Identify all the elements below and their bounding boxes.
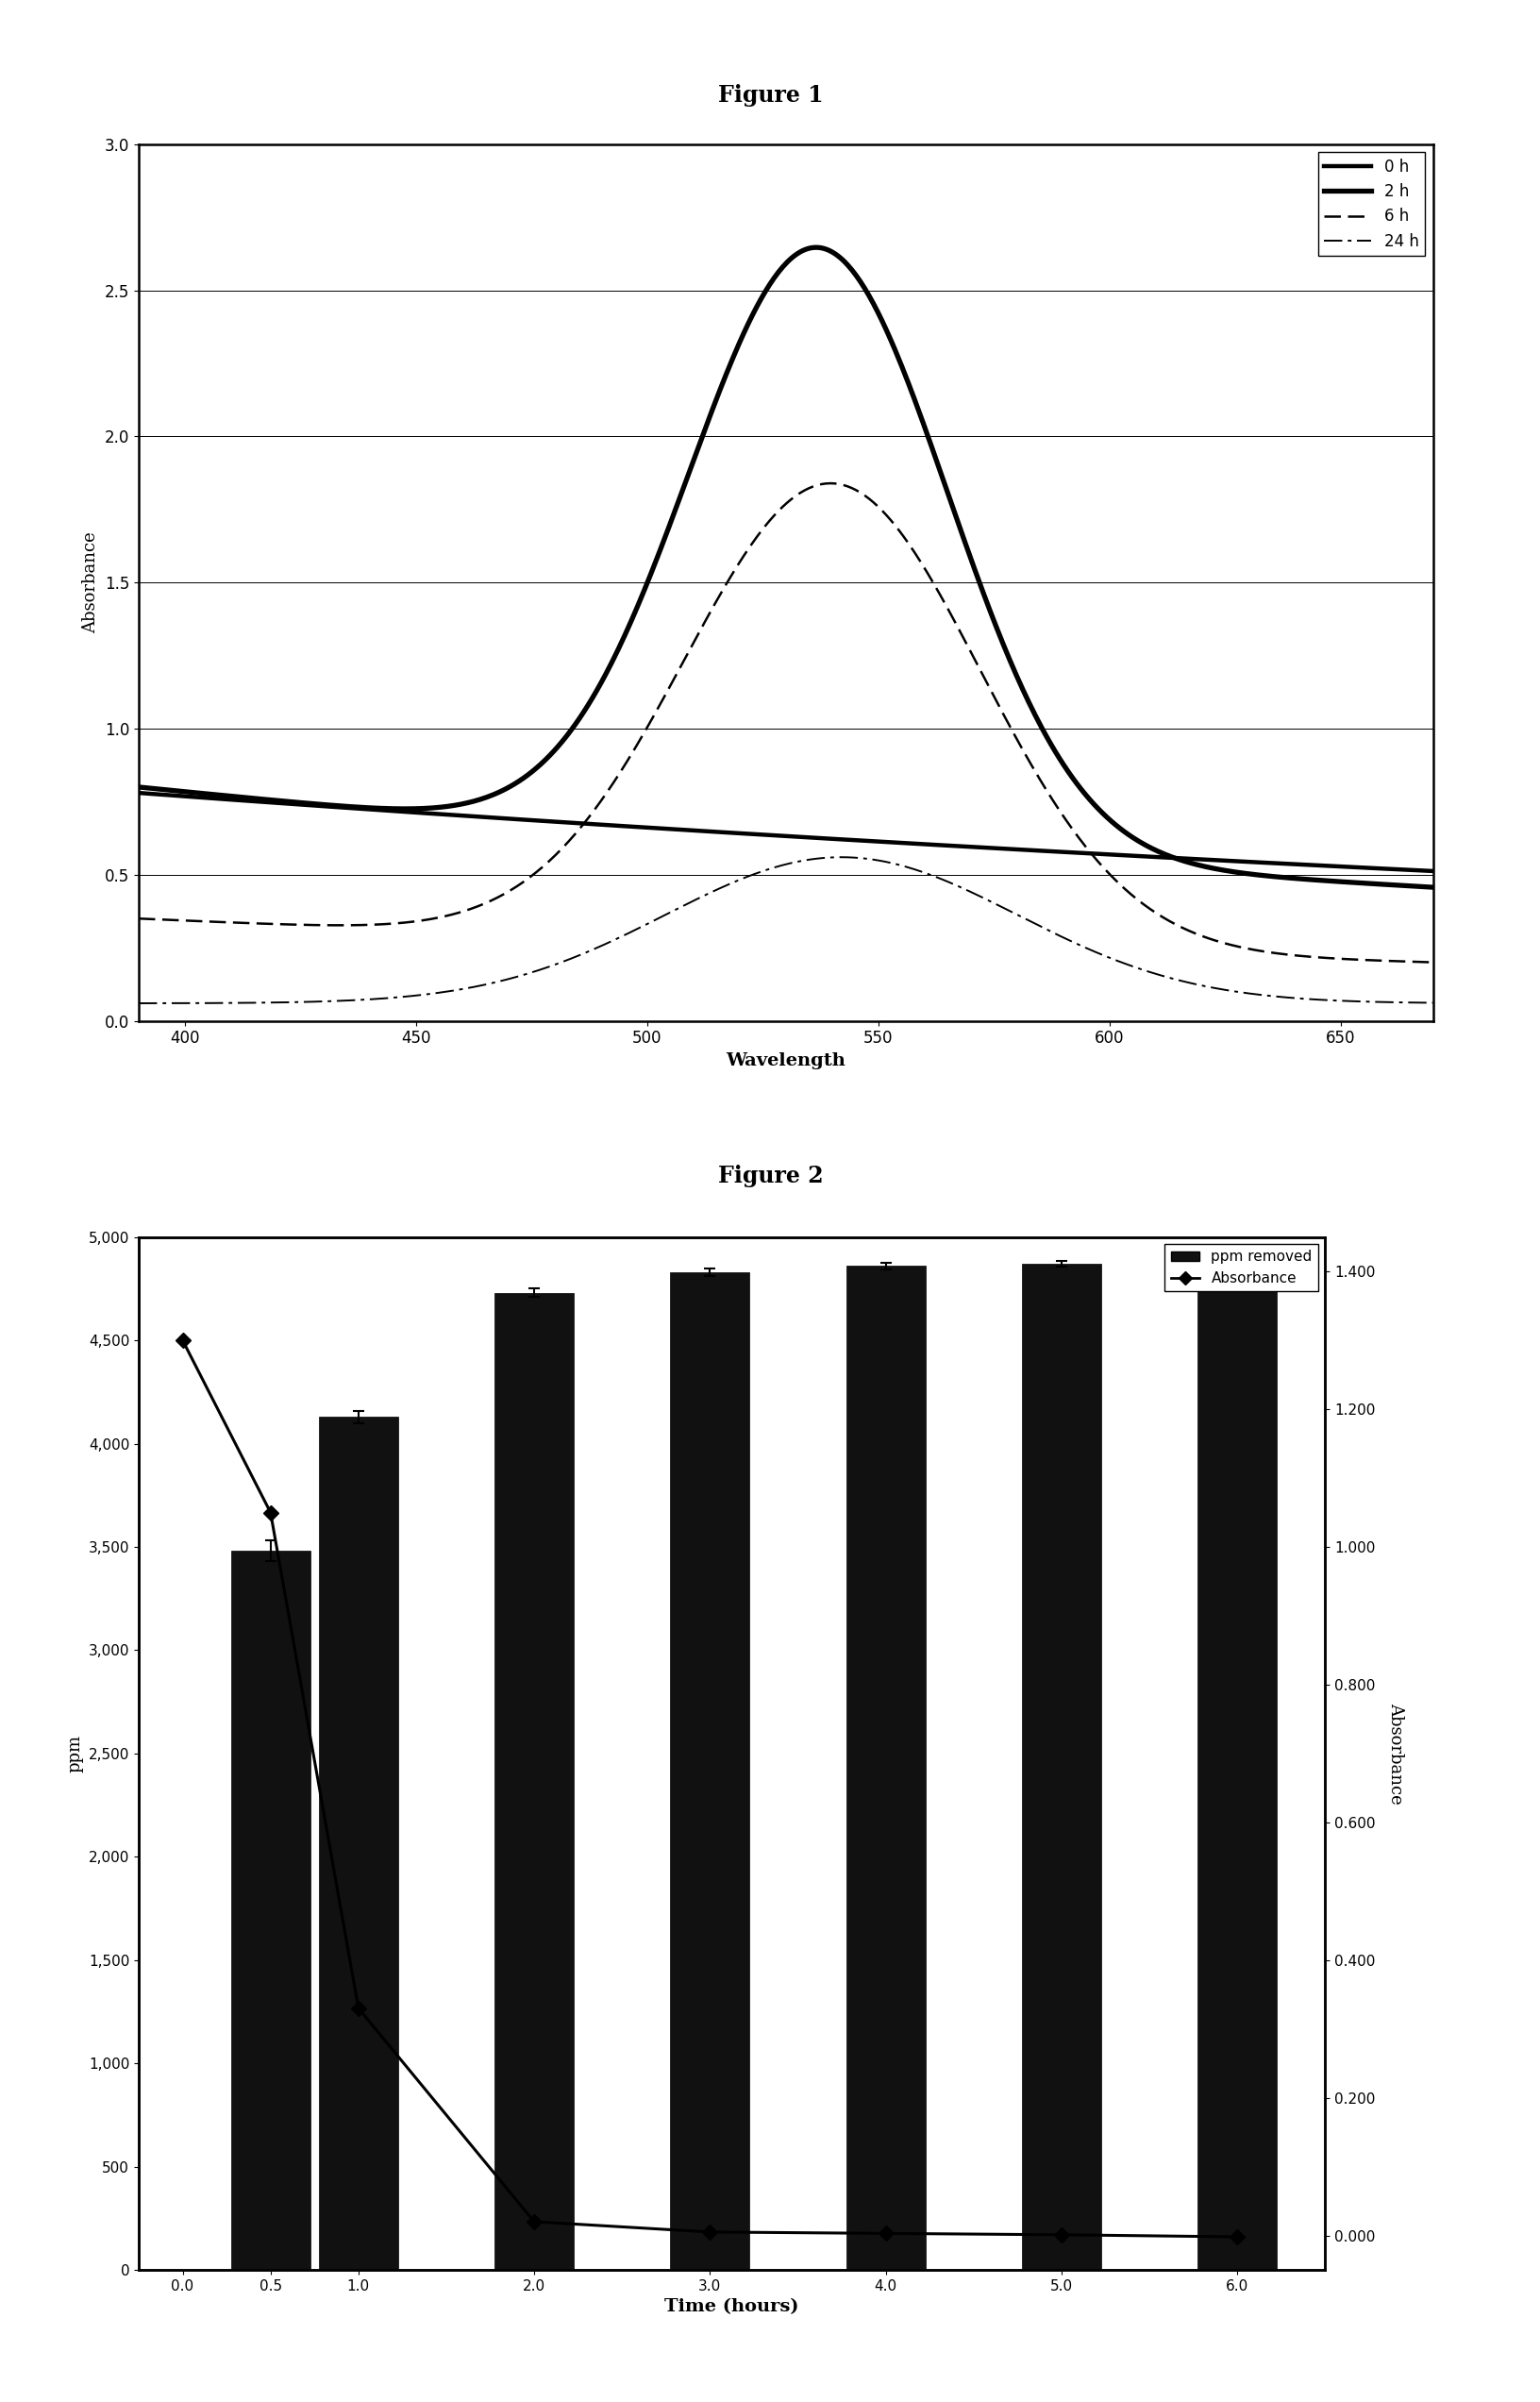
6 h (129, 903, 148, 932)
2 h (1106, 809, 1124, 838)
0 h (892, 829, 910, 858)
24 h (995, 894, 1013, 922)
2 h (129, 773, 148, 802)
24 h (1106, 946, 1124, 975)
24 h (893, 853, 912, 882)
6 h (1106, 865, 1124, 894)
24 h (129, 990, 148, 1018)
X-axis label: Time (hours): Time (hours) (664, 2299, 799, 2316)
Bar (1021, 1263, 1101, 2270)
24 h (359, 985, 377, 1014)
6 h (995, 704, 1013, 733)
2 h (995, 634, 1013, 663)
0 h (129, 778, 148, 807)
6 h (1423, 949, 1441, 978)
Line: 24 h: 24 h (139, 858, 1432, 1004)
Y-axis label: Absorbance: Absorbance (82, 531, 99, 634)
Bar (231, 1552, 310, 2270)
Bar (845, 1266, 924, 2270)
0 h (1103, 841, 1121, 870)
Y-axis label: Absorbance: Absorbance (1386, 1703, 1403, 1804)
2 h (359, 793, 377, 821)
Bar (319, 1417, 397, 2270)
6 h (715, 574, 733, 603)
Text: Figure 1: Figure 1 (718, 84, 822, 106)
24 h (1423, 987, 1441, 1016)
2 h (805, 233, 824, 262)
0 h (993, 833, 1012, 862)
Line: 0 h: 0 h (139, 793, 1432, 872)
2 h (893, 355, 912, 384)
Text: Figure 2: Figure 2 (718, 1165, 822, 1187)
6 h (821, 468, 839, 497)
0 h (1423, 858, 1441, 886)
Line: 2 h: 2 h (139, 247, 1432, 886)
24 h (462, 973, 480, 1002)
Legend: ppm removed, Absorbance: ppm removed, Absorbance (1164, 1244, 1317, 1292)
X-axis label: Wavelength: Wavelength (725, 1052, 845, 1069)
Y-axis label: ppm: ppm (66, 1734, 83, 1773)
Bar (670, 1273, 748, 2270)
Line: 6 h: 6 h (139, 483, 1432, 963)
2 h (715, 365, 733, 394)
0 h (359, 795, 377, 824)
2 h (1423, 872, 1441, 901)
24 h (832, 843, 850, 872)
0 h (462, 802, 480, 831)
6 h (359, 910, 377, 939)
6 h (462, 894, 480, 922)
0 h (715, 819, 733, 848)
2 h (462, 788, 480, 817)
Bar (494, 1292, 573, 2270)
Legend: 0 h, 2 h, 6 h, 24 h: 0 h, 2 h, 6 h, 24 h (1317, 151, 1424, 257)
Bar (1197, 1261, 1277, 2270)
24 h (715, 872, 733, 901)
6 h (893, 521, 912, 550)
